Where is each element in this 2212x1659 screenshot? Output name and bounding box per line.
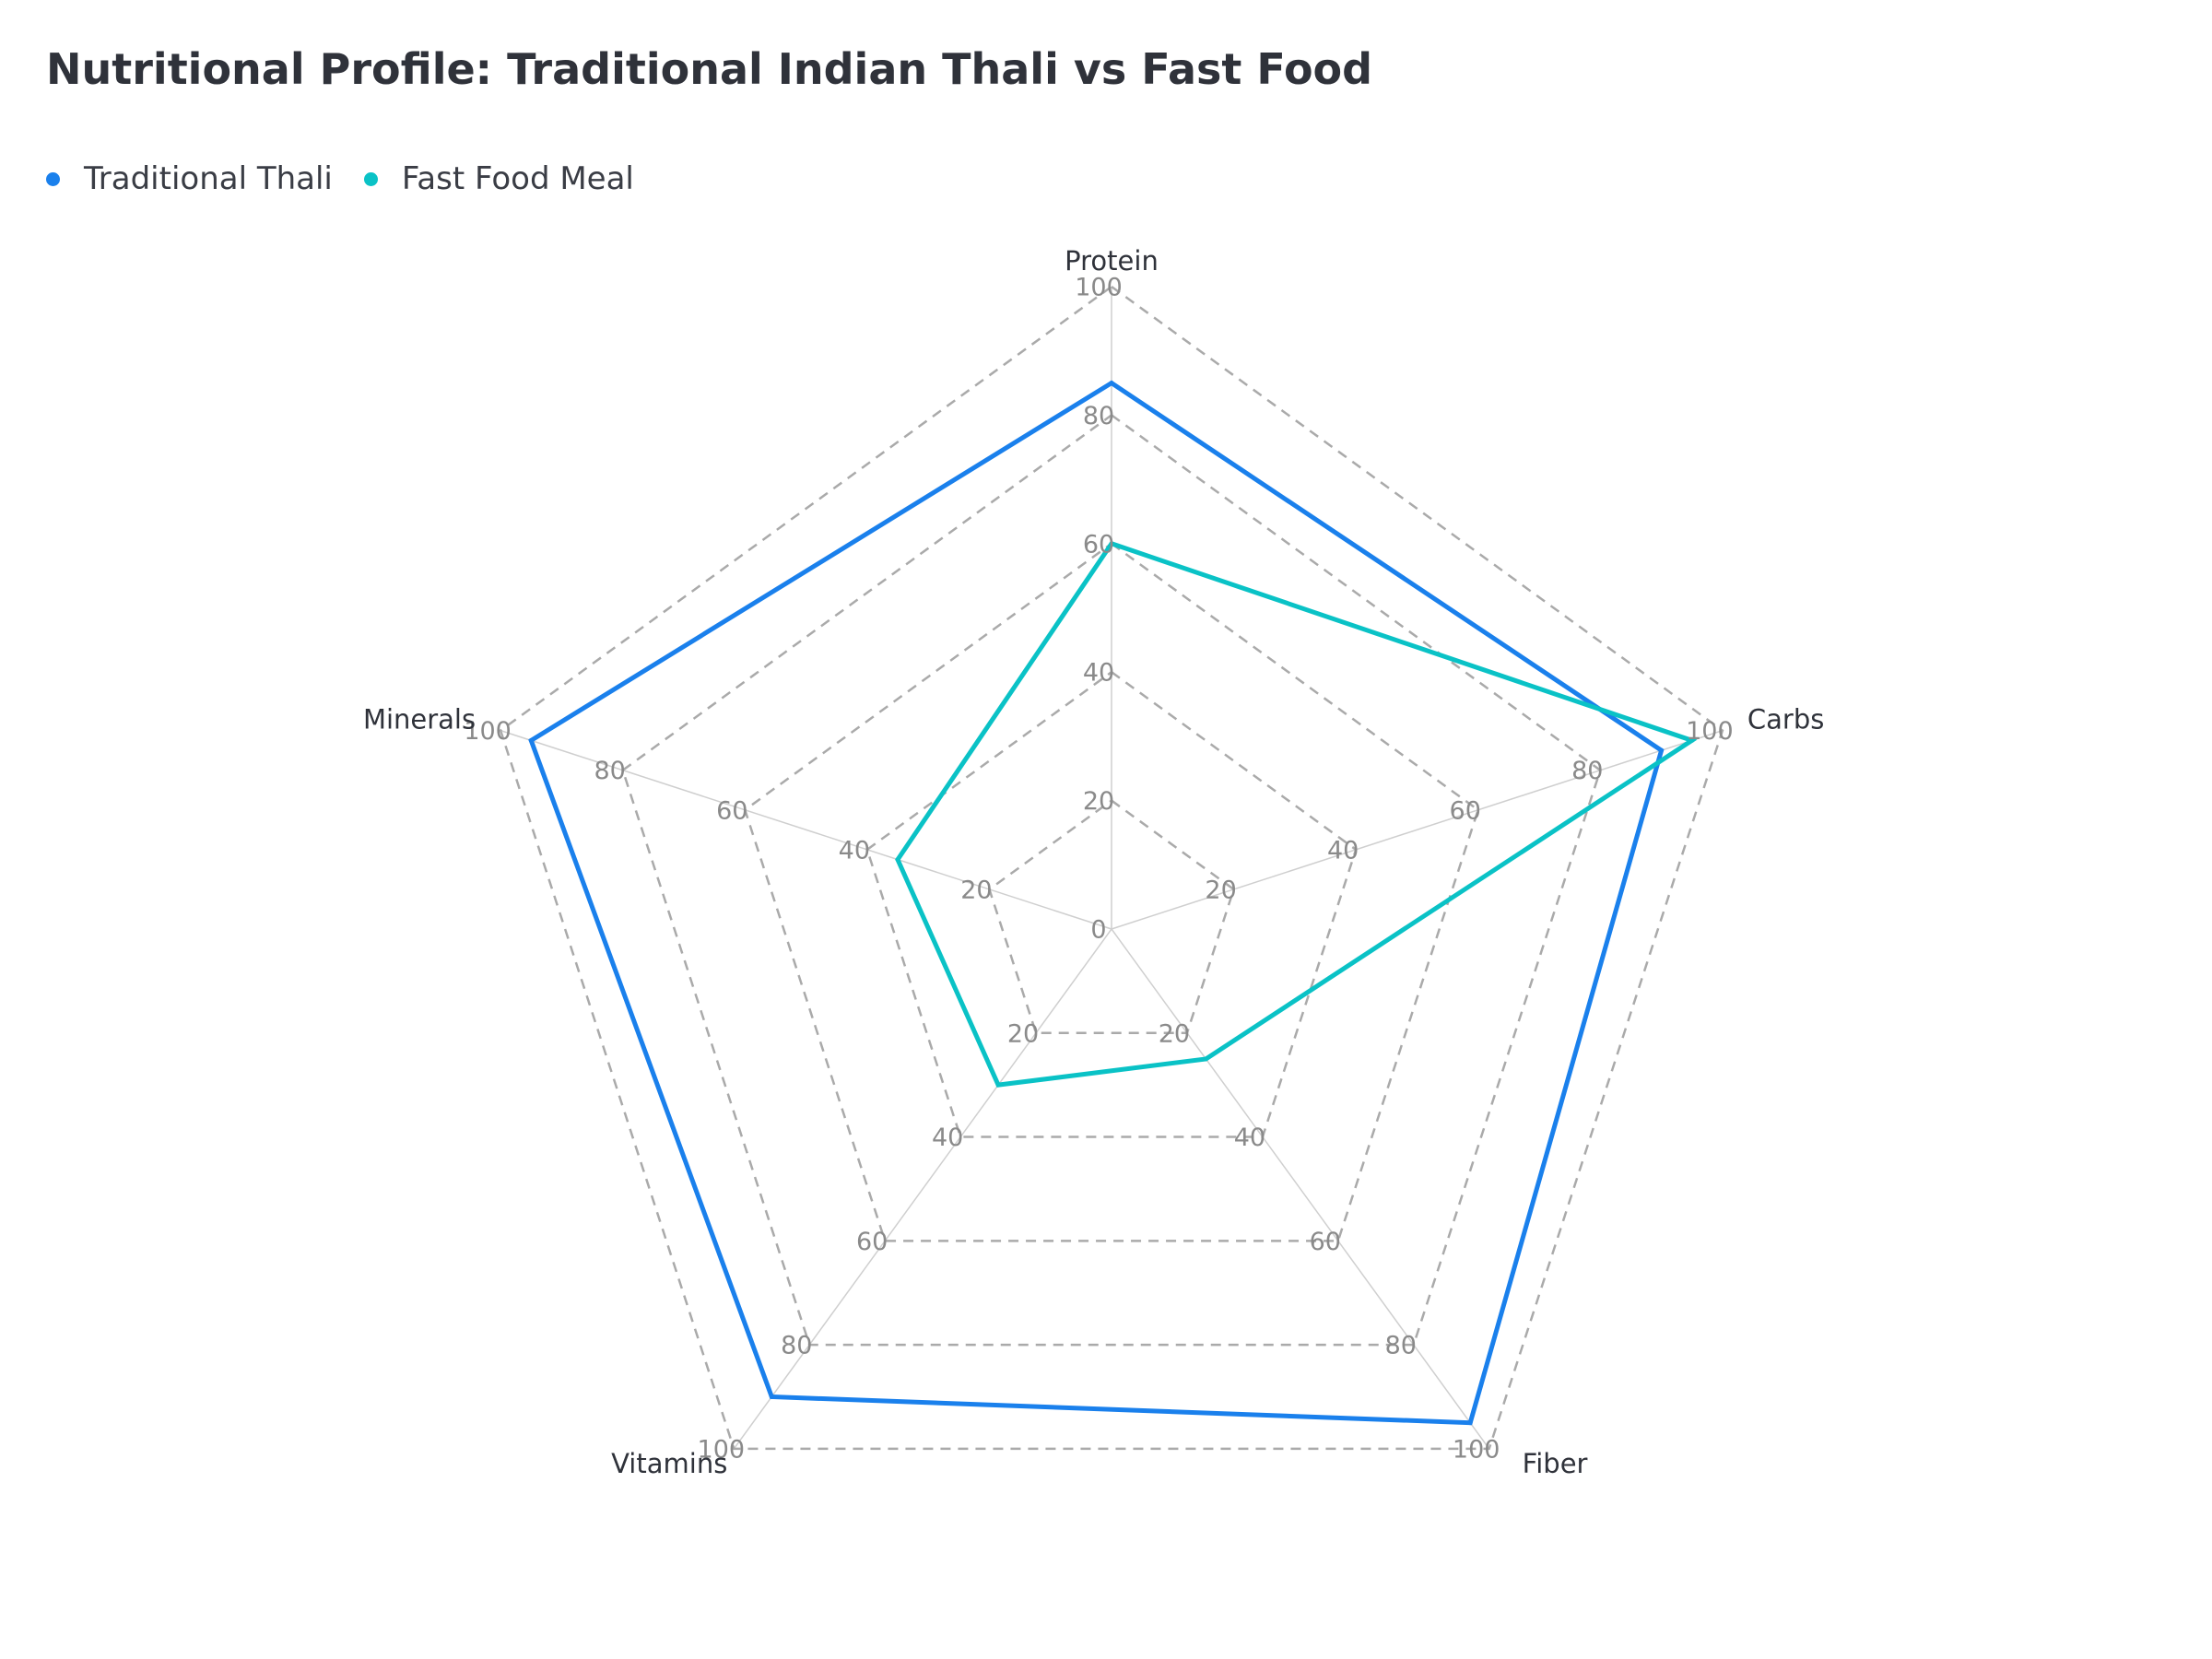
- point-traditional-thali-carbs: [1659, 747, 1665, 753]
- tick-label-carbs-40: 40: [1327, 836, 1359, 865]
- tick-label-protein-0: 0: [1090, 916, 1106, 945]
- axis-label-protein: Protein: [1065, 245, 1159, 276]
- spoke-minerals: [500, 729, 1112, 930]
- legend-label-thali: Traditional Thali: [84, 160, 333, 197]
- point-traditional-thali-minerals: [528, 737, 534, 743]
- tick-label-minerals-80: 80: [594, 757, 626, 785]
- tick-label-fiber-100: 100: [1453, 1435, 1500, 1464]
- tick-label-minerals-60: 60: [716, 796, 747, 825]
- point-traditional-thali-fiber: [1467, 1420, 1473, 1426]
- tick-label-protein-40: 40: [1083, 659, 1114, 688]
- tick-label-vitamins-80: 80: [781, 1332, 812, 1360]
- grid-layer: [499, 285, 1724, 1451]
- spoke-carbs: [1111, 729, 1724, 930]
- tick-label-vitamins-100: 100: [698, 1435, 746, 1464]
- point-fast-food-meal-minerals: [895, 857, 900, 863]
- tick-label-fiber-60: 60: [1310, 1228, 1341, 1256]
- grid-ring-60: [743, 542, 1480, 1242]
- tick-label-carbs-20: 20: [1205, 876, 1236, 904]
- spoke-fiber: [1111, 928, 1490, 1450]
- tick-label-protein-100: 100: [1075, 274, 1123, 302]
- tick-layer: 0 20 40 60 80 100 20 40 60 80 100 20 40 60 80 100 20 40 60…: [464, 274, 1733, 1465]
- point-fast-food-meal-fiber: [1203, 1056, 1208, 1062]
- tick-label-vitamins-60: 60: [856, 1228, 888, 1256]
- tick-label-carbs-60: 60: [1450, 796, 1481, 825]
- tick-label-minerals-20: 20: [960, 876, 992, 904]
- legend-item-thali[interactable]: Traditional Thali: [46, 160, 333, 197]
- chart-title: Nutritional Profile: Traditional Indian …: [46, 44, 1373, 94]
- axis-label-minerals: Minerals: [363, 704, 476, 735]
- point-fast-food-meal-protein: [1109, 541, 1114, 547]
- tick-label-fiber-20: 20: [1159, 1019, 1190, 1048]
- axis-label-carbs: Carbs: [1747, 704, 1824, 735]
- tick-label-protein-80: 80: [1083, 402, 1114, 430]
- axis-label-layer: Protein Carbs Fiber Vitamins Minerals: [363, 245, 1824, 1479]
- series-line-fast-food-meal: [895, 540, 1698, 1088]
- grid-ring-40: [865, 670, 1358, 1138]
- tick-label-fiber-80: 80: [1385, 1332, 1417, 1360]
- grid-ring-80: [621, 413, 1602, 1347]
- point-fast-food-meal-vitamins: [995, 1082, 1001, 1088]
- tick-label-minerals-100: 100: [464, 717, 512, 746]
- tick-label-minerals-40: 40: [839, 836, 870, 865]
- series-line-traditional-thali: [528, 380, 1665, 1426]
- tick-label-carbs-100: 100: [1686, 717, 1734, 746]
- point-traditional-thali-vitamins: [769, 1394, 774, 1399]
- tick-label-fiber-40: 40: [1234, 1124, 1265, 1152]
- tick-label-carbs-80: 80: [1571, 757, 1603, 785]
- legend: Traditional Thali Fast Food Meal: [46, 160, 634, 197]
- axis-label-vitamins: Vitamins: [611, 1448, 727, 1479]
- point-traditional-thali-protein: [1109, 381, 1114, 386]
- legend-marker-fast-food: [363, 171, 378, 186]
- spoke-vitamins: [733, 928, 1112, 1450]
- point-fast-food-meal-carbs: [1689, 737, 1695, 743]
- legend-item-fast-food[interactable]: Fast Food Meal: [363, 160, 634, 197]
- tick-label-protein-20: 20: [1083, 787, 1114, 816]
- axis-label-fiber: Fiber: [1523, 1448, 1588, 1479]
- legend-label-fast-food: Fast Food Meal: [401, 160, 634, 197]
- legend-marker-thali: [46, 171, 60, 186]
- series-layer: [528, 380, 1698, 1426]
- tick-label-vitamins-20: 20: [1007, 1019, 1039, 1048]
- tick-label-protein-60: 60: [1083, 530, 1114, 559]
- tick-label-vitamins-40: 40: [932, 1124, 963, 1152]
- grid-ring-20: [987, 799, 1236, 1035]
